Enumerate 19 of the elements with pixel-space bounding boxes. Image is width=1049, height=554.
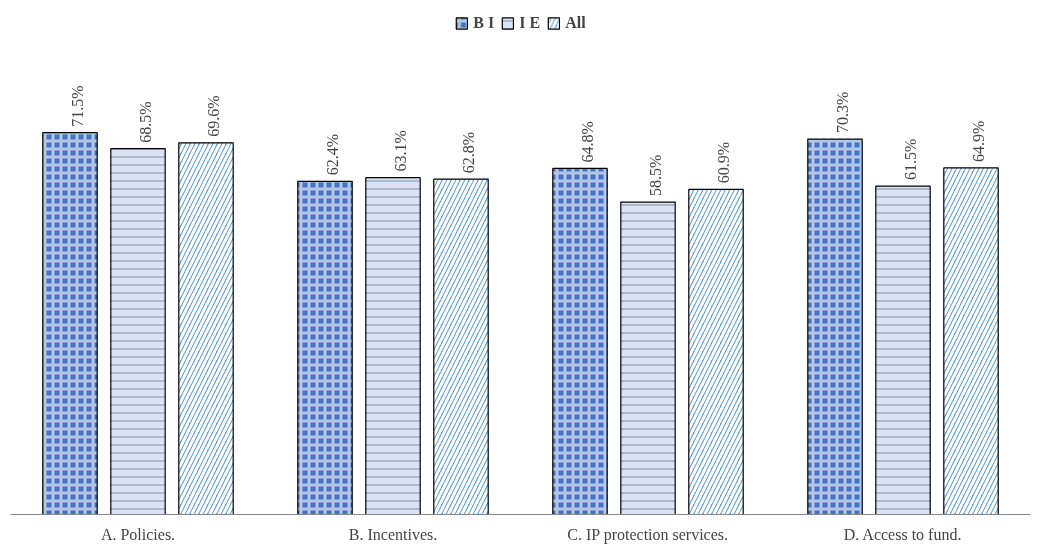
data-label: 60.9% — [714, 141, 732, 184]
data-label: 70.3% — [833, 91, 851, 134]
data-label: 71.5% — [68, 85, 86, 127]
data-label: 61.5% — [901, 138, 919, 181]
legend-label: I E — [519, 14, 541, 32]
x-tick-label: A. Policies. — [100, 525, 176, 543]
data-label: 68.5% — [136, 101, 154, 143]
x-tick-label: C. IP protection services. — [567, 525, 729, 544]
data-label: 62.4% — [323, 133, 341, 176]
data-label: 62.8% — [459, 131, 477, 174]
data-label: 64.9% — [969, 120, 987, 162]
data-label: 64.8% — [578, 121, 596, 163]
legend-label: B I — [473, 14, 495, 32]
x-tick-label: D. Access to fund. — [843, 525, 962, 543]
data-label: 63.1% — [391, 130, 409, 172]
x-tick-label: B. Incentives. — [348, 525, 438, 543]
data-label: 69.6% — [204, 95, 222, 137]
data-label: 58.5% — [646, 154, 664, 197]
legend-label: All — [565, 14, 586, 32]
